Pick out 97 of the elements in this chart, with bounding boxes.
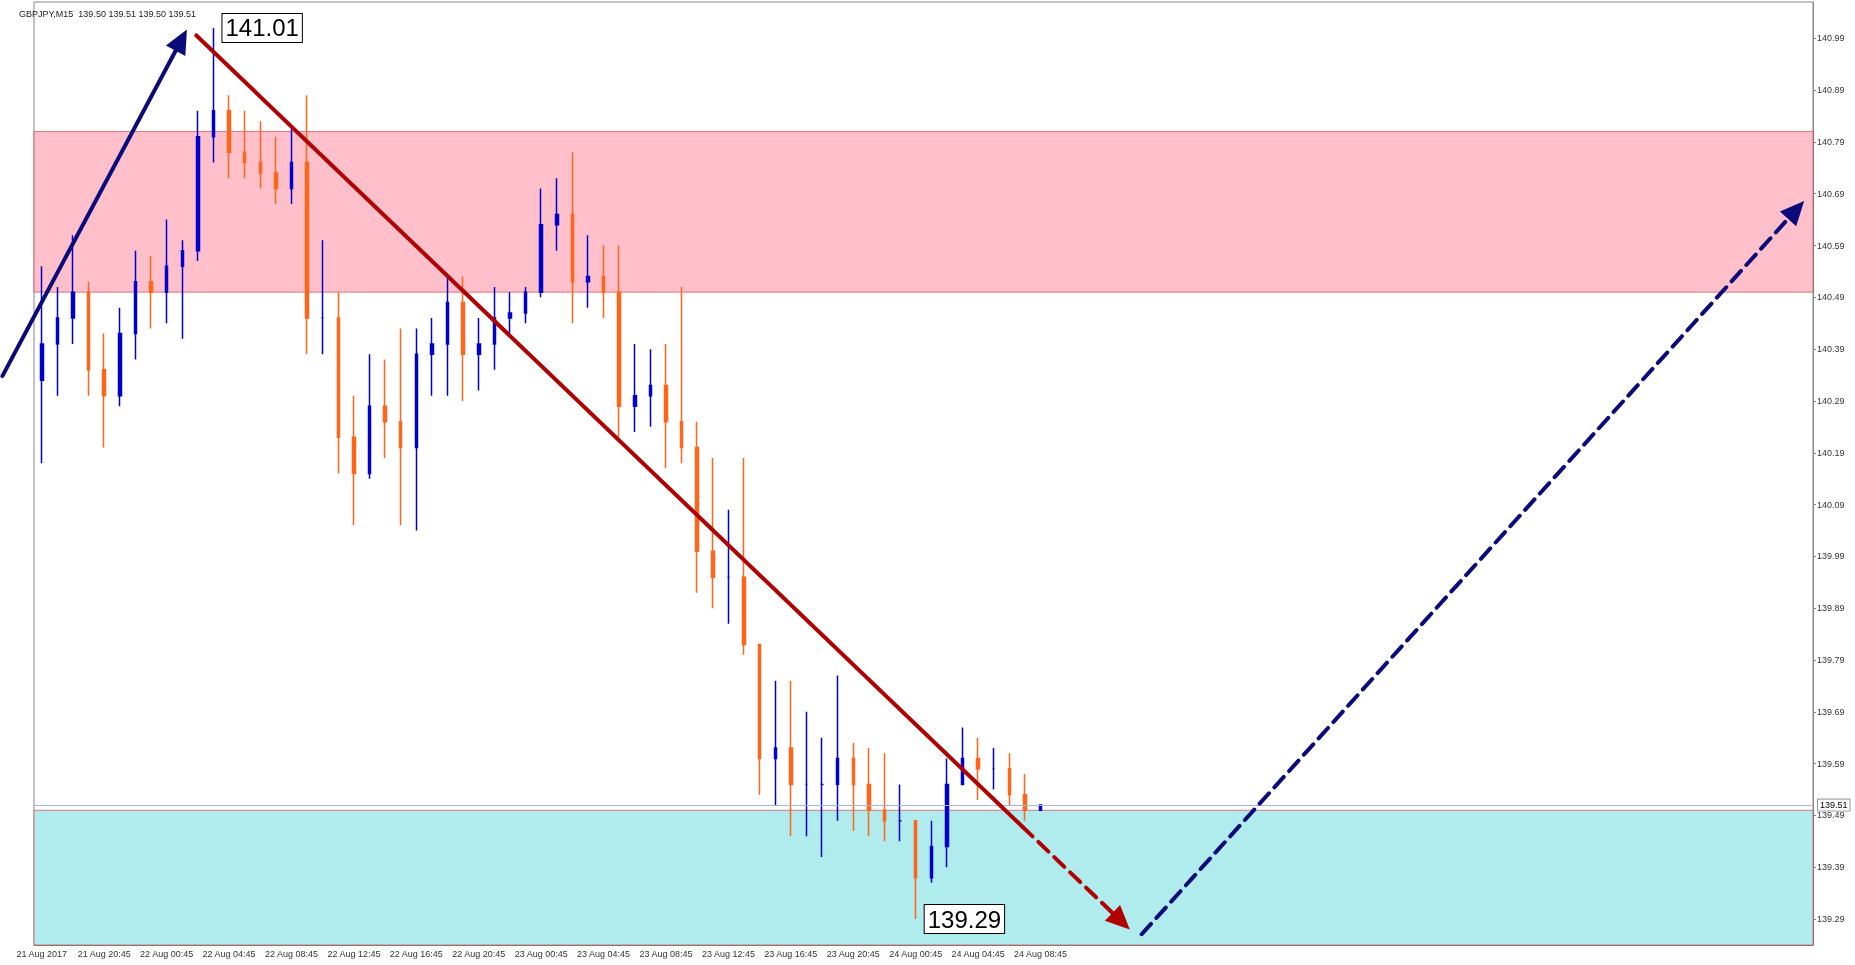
candlestick xyxy=(70,234,76,345)
y-tick-label: 140.49 xyxy=(1817,292,1845,303)
candlestick xyxy=(336,291,341,475)
candlestick xyxy=(117,306,123,407)
text: GBPJPY,M15 139.50 139.51 139.50 139.51 xyxy=(19,8,196,19)
candlestick xyxy=(304,94,310,356)
candlestick xyxy=(585,234,591,309)
candlestick xyxy=(39,265,45,464)
candlestick xyxy=(476,317,482,392)
candlestick xyxy=(819,737,825,858)
candlestick xyxy=(741,457,747,656)
candlestick xyxy=(195,110,201,262)
candlestick xyxy=(429,317,435,397)
y-tick-label: 140.39 xyxy=(1817,344,1845,355)
x-tick-label: 22 Aug 16:45 xyxy=(389,948,443,959)
y-tick-label: 140.99 xyxy=(1817,33,1845,44)
annotation: 141.01 xyxy=(225,14,299,42)
candlestick xyxy=(258,120,263,190)
candlestick xyxy=(398,327,403,527)
candlestick xyxy=(148,255,154,330)
y-tick-label: 140.69 xyxy=(1817,188,1845,199)
x-tick-label: 24 Aug 08:45 xyxy=(1014,948,1068,959)
candlestick xyxy=(507,291,513,335)
x-tick-label: 23 Aug 16:45 xyxy=(764,948,818,959)
candlestick xyxy=(679,286,684,464)
x-tick-label: 22 Aug 08:45 xyxy=(264,948,319,959)
candlestick xyxy=(788,680,794,837)
candlestick xyxy=(616,244,622,438)
x-tick-label: 22 Aug 00:45 xyxy=(140,948,194,959)
candlestick xyxy=(1007,752,1012,806)
annotation: 139.29 xyxy=(927,905,1002,933)
candlestick xyxy=(523,286,528,324)
candlestick xyxy=(554,177,560,252)
x-tick-label: 23 Aug 12:45 xyxy=(701,948,755,959)
candlestick xyxy=(773,680,778,806)
candlestick xyxy=(320,239,325,356)
candlestick xyxy=(351,395,357,527)
candlestick xyxy=(180,239,185,340)
y-tick-label: 140.89 xyxy=(1817,85,1845,96)
y-tick-label: 139.79 xyxy=(1817,655,1845,666)
y-tick-label: 140.09 xyxy=(1817,499,1845,510)
y-tick-label: 140.29 xyxy=(1817,395,1845,406)
candlestick xyxy=(86,281,91,397)
candlestick xyxy=(882,752,887,843)
candlestick xyxy=(460,275,466,402)
candlestick xyxy=(367,353,372,480)
y-tick-label: 139.39 xyxy=(1817,862,1845,873)
x-tick-label: 21 Aug 20:45 xyxy=(77,948,131,959)
x-tick-label: 23 Aug 20:45 xyxy=(826,948,880,959)
y-tick-label: 139.89 xyxy=(1817,603,1845,614)
candlestick xyxy=(1022,773,1028,822)
candlestick xyxy=(414,327,419,532)
y-tick-label: 139.69 xyxy=(1817,706,1845,717)
candlestick xyxy=(538,187,544,299)
y-tick-label: 140.59 xyxy=(1817,240,1845,251)
y-tick-label: 140.19 xyxy=(1817,447,1845,458)
candlestick xyxy=(929,819,934,884)
candlestick xyxy=(648,348,653,428)
candlestick xyxy=(211,27,216,164)
x-tick-label: 24 Aug 04:45 xyxy=(951,948,1005,959)
candlestick xyxy=(382,358,388,459)
candlestick xyxy=(975,737,981,801)
candlestick xyxy=(835,674,840,822)
candlestick xyxy=(273,135,279,205)
candlestick xyxy=(726,509,731,625)
x-tick-label: 22 Aug 12:45 xyxy=(327,948,381,959)
candlestick xyxy=(164,218,169,324)
candlestick xyxy=(866,747,872,837)
candlestick xyxy=(944,757,950,869)
y-tick-label: 140.79 xyxy=(1817,136,1845,147)
candlestick xyxy=(663,343,669,470)
x-tick-label: 23 Aug 00:45 xyxy=(514,948,568,959)
candlestick xyxy=(55,286,60,397)
candlestick xyxy=(897,783,903,843)
candlestick xyxy=(913,819,918,920)
candlestick xyxy=(804,711,809,837)
x-tick-label: 23 Aug 04:45 xyxy=(577,948,631,959)
candlestick xyxy=(851,742,856,832)
candlestick xyxy=(710,457,716,609)
x-tick-label: 23 Aug 08:45 xyxy=(639,948,693,959)
x-tick-label: 22 Aug 04:45 xyxy=(202,948,256,959)
candlestick xyxy=(632,343,638,433)
candlestick xyxy=(226,94,232,179)
candlestick xyxy=(570,151,575,324)
y-tick-label: 139.59 xyxy=(1817,758,1845,769)
candlestick xyxy=(991,747,996,791)
x-tick-label: 22 Aug 20:45 xyxy=(452,948,506,959)
candlestick xyxy=(242,110,247,179)
x-tick-label: 21 Aug 2017 xyxy=(16,948,68,959)
candlestick xyxy=(101,332,107,449)
y-tick-label: 139.49 xyxy=(1817,810,1845,821)
candlestick xyxy=(133,249,138,361)
x-tick-label: 24 Aug 00:45 xyxy=(889,948,943,959)
y-tick-label: 139.29 xyxy=(1817,914,1845,925)
candlestick xyxy=(601,244,606,319)
y-tick-label: 139.99 xyxy=(1817,551,1845,562)
ref-line-label: 139.51 xyxy=(1820,800,1848,811)
